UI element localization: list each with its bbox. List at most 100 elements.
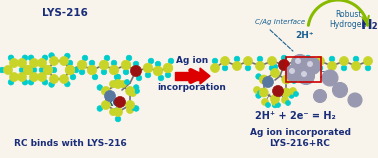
Text: RC: RC: [105, 98, 120, 108]
Circle shape: [110, 109, 116, 115]
Circle shape: [256, 93, 261, 98]
Circle shape: [114, 74, 120, 80]
Circle shape: [123, 69, 129, 75]
Circle shape: [132, 106, 136, 110]
Circle shape: [285, 100, 291, 106]
Circle shape: [9, 73, 19, 82]
Circle shape: [245, 65, 251, 71]
Circle shape: [304, 61, 313, 70]
Circle shape: [17, 73, 26, 82]
Circle shape: [131, 66, 141, 76]
Circle shape: [269, 65, 275, 71]
Circle shape: [212, 58, 218, 64]
Circle shape: [143, 63, 153, 73]
Circle shape: [279, 60, 290, 70]
Circle shape: [282, 75, 291, 84]
Circle shape: [9, 58, 19, 67]
Text: Ag ion incorporated
LYS-216+RC: Ag ion incorporated LYS-216+RC: [249, 128, 350, 148]
Text: Robust
Hydrogen: Robust Hydrogen: [329, 10, 367, 29]
Circle shape: [265, 103, 271, 107]
Circle shape: [254, 86, 260, 94]
Circle shape: [155, 61, 161, 67]
Circle shape: [291, 79, 296, 83]
Circle shape: [289, 74, 294, 79]
Circle shape: [29, 58, 39, 67]
Circle shape: [65, 53, 70, 59]
Circle shape: [39, 67, 45, 73]
Circle shape: [101, 69, 107, 75]
Circle shape: [305, 55, 311, 61]
Circle shape: [353, 56, 359, 62]
Circle shape: [307, 61, 313, 67]
Text: C/Ag Interface: C/Ag Interface: [255, 19, 305, 25]
Circle shape: [365, 65, 371, 71]
Circle shape: [281, 55, 287, 61]
Circle shape: [339, 57, 349, 66]
Circle shape: [28, 79, 34, 85]
Circle shape: [322, 70, 338, 86]
Circle shape: [8, 79, 14, 85]
Circle shape: [133, 106, 139, 111]
Circle shape: [297, 67, 314, 85]
Circle shape: [115, 97, 125, 107]
Text: H₂: H₂: [361, 18, 378, 32]
Circle shape: [51, 67, 57, 73]
Circle shape: [282, 88, 291, 97]
Circle shape: [352, 61, 361, 70]
Circle shape: [82, 55, 88, 61]
Circle shape: [259, 88, 268, 97]
Circle shape: [259, 75, 268, 84]
Circle shape: [31, 67, 37, 73]
Circle shape: [125, 100, 135, 109]
Circle shape: [135, 88, 139, 94]
Circle shape: [0, 67, 5, 73]
Circle shape: [17, 58, 26, 67]
Circle shape: [126, 55, 132, 61]
Circle shape: [43, 66, 53, 75]
Circle shape: [243, 57, 253, 66]
Circle shape: [99, 60, 109, 70]
Circle shape: [50, 75, 59, 83]
Text: 2H⁺: 2H⁺: [296, 31, 314, 40]
Circle shape: [293, 65, 299, 71]
Circle shape: [211, 64, 220, 73]
Circle shape: [271, 98, 279, 106]
Circle shape: [282, 97, 288, 103]
Circle shape: [289, 93, 294, 98]
Circle shape: [49, 82, 54, 87]
Circle shape: [273, 85, 284, 97]
Circle shape: [65, 81, 70, 87]
Circle shape: [301, 71, 307, 77]
Circle shape: [101, 100, 110, 109]
Circle shape: [115, 107, 119, 112]
Circle shape: [145, 72, 151, 78]
Circle shape: [272, 64, 278, 70]
Circle shape: [262, 98, 268, 106]
Circle shape: [232, 61, 242, 70]
Circle shape: [272, 102, 278, 108]
Circle shape: [133, 61, 139, 67]
Circle shape: [3, 66, 12, 75]
Circle shape: [59, 75, 68, 83]
Circle shape: [257, 91, 262, 95]
Circle shape: [348, 93, 362, 107]
Circle shape: [262, 76, 274, 88]
Circle shape: [22, 79, 28, 85]
Circle shape: [104, 91, 116, 101]
Circle shape: [65, 66, 74, 75]
Circle shape: [73, 67, 79, 73]
Circle shape: [121, 60, 131, 70]
Circle shape: [291, 57, 301, 66]
Circle shape: [115, 116, 121, 122]
Circle shape: [271, 69, 279, 78]
Text: LYS-216: LYS-216: [42, 8, 88, 18]
Circle shape: [316, 57, 324, 66]
Circle shape: [130, 89, 136, 97]
Circle shape: [125, 86, 135, 95]
Circle shape: [59, 57, 68, 66]
Circle shape: [19, 67, 25, 73]
Circle shape: [291, 55, 308, 72]
Circle shape: [87, 65, 97, 75]
Circle shape: [23, 66, 33, 75]
Circle shape: [257, 56, 263, 62]
